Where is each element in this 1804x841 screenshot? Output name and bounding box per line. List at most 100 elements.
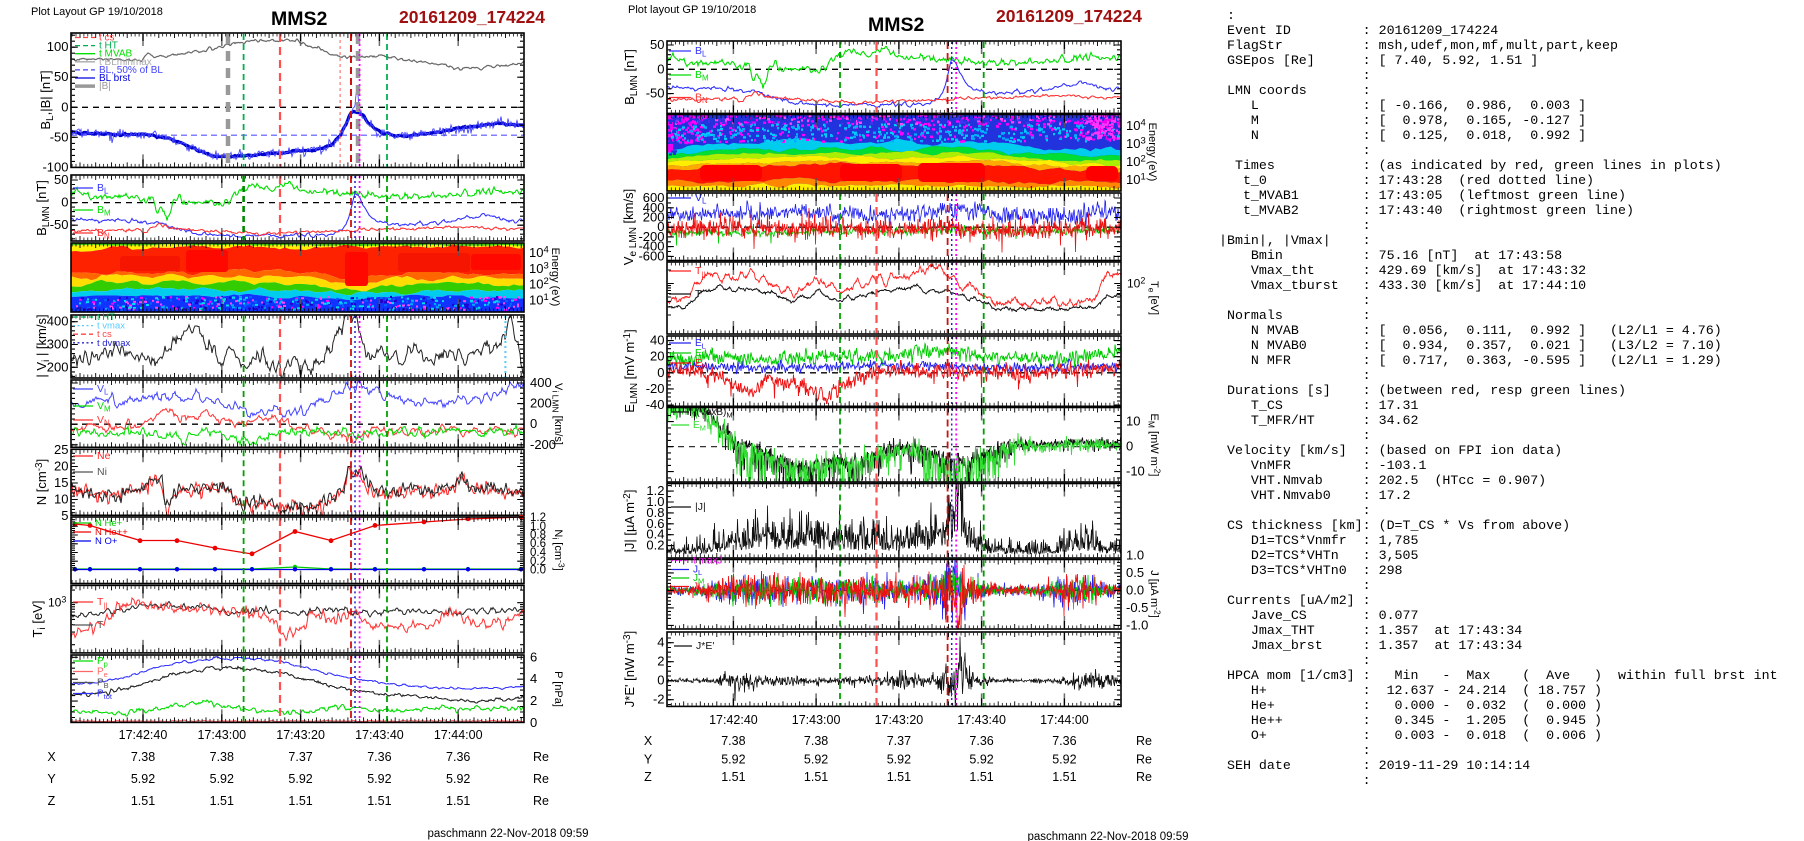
svg-text:-0.5: -0.5 bbox=[1126, 600, 1148, 615]
svg-text:BL brst: BL brst bbox=[99, 73, 131, 84]
svg-text:Ti [eV]: Ti [eV] bbox=[30, 601, 48, 638]
svg-text:t cs: t cs bbox=[97, 329, 112, 340]
svg-text:t cs: t cs bbox=[99, 33, 115, 44]
svg-text:EM: EM bbox=[695, 348, 708, 361]
svg-text:40: 40 bbox=[650, 333, 664, 348]
svg-text:t dvmax: t dvmax bbox=[97, 338, 131, 349]
svg-text:2: 2 bbox=[657, 654, 664, 669]
svg-text:-40: -40 bbox=[646, 397, 665, 412]
svg-text:0.6: 0.6 bbox=[530, 538, 546, 550]
svg-text:Re: Re bbox=[533, 772, 549, 786]
svg-text:1.2: 1.2 bbox=[646, 483, 664, 498]
svg-text:N He++: N He++ bbox=[95, 527, 128, 538]
svg-text:4: 4 bbox=[530, 671, 537, 686]
svg-text:0.4: 0.4 bbox=[530, 547, 547, 559]
svg-text:17:42:40: 17:42:40 bbox=[709, 713, 758, 727]
svg-text:Re: Re bbox=[1136, 734, 1152, 748]
svg-text:Plot Layout GP 19/10/2018: Plot Layout GP 19/10/2018 bbox=[31, 6, 163, 18]
svg-text:Re: Re bbox=[533, 750, 549, 764]
svg-text:VM: VM bbox=[97, 400, 111, 414]
svg-text:Z: Z bbox=[48, 794, 56, 808]
svg-text:104: 104 bbox=[529, 245, 549, 261]
svg-text:1.51: 1.51 bbox=[367, 794, 391, 808]
svg-text:X: X bbox=[644, 734, 653, 748]
svg-text:1.51: 1.51 bbox=[210, 794, 234, 808]
svg-text:5.92: 5.92 bbox=[1052, 753, 1076, 767]
svg-text:0: 0 bbox=[657, 219, 664, 234]
svg-text:Te [eV]: Te [eV] bbox=[1147, 281, 1161, 315]
svg-text:EN: EN bbox=[695, 358, 707, 371]
svg-text:JL: JL bbox=[693, 565, 702, 578]
svg-text:N He+: N He+ bbox=[95, 518, 123, 529]
svg-text:7.38: 7.38 bbox=[210, 750, 234, 764]
svg-text:EM: EM bbox=[693, 420, 706, 433]
svg-text:Y: Y bbox=[47, 772, 56, 786]
svg-text:VN: VN bbox=[97, 414, 110, 428]
svg-text:103: 103 bbox=[48, 595, 66, 610]
svg-text:BL: BL bbox=[97, 182, 109, 196]
svg-text:17:43:20: 17:43:20 bbox=[875, 713, 924, 727]
svg-text:Re: Re bbox=[533, 794, 549, 808]
svg-text:20161209_174224: 20161209_174224 bbox=[399, 7, 545, 27]
svg-text:Ne: Ne bbox=[97, 450, 111, 462]
svg-text:-(VexB)M: -(VexB)M bbox=[693, 407, 733, 420]
svg-text:25: 25 bbox=[54, 442, 68, 457]
svg-text:paschmann 22-Nov-2018 09:59: paschmann 22-Nov-2018 09:59 bbox=[427, 828, 588, 840]
svg-text:-50: -50 bbox=[646, 86, 665, 101]
svg-text:ELMN [mV m-1]: ELMN [mV m-1] bbox=[622, 329, 640, 413]
svg-text:17:43:20: 17:43:20 bbox=[276, 728, 325, 742]
svg-text:200: 200 bbox=[530, 396, 552, 411]
svg-text:Energy (eV): Energy (eV) bbox=[549, 248, 561, 307]
svg-text:10: 10 bbox=[54, 492, 68, 507]
svg-text:1.0: 1.0 bbox=[530, 521, 546, 533]
svg-text:BN: BN bbox=[97, 227, 110, 241]
svg-text:J*E' [nW m-3]: J*E' [nW m-3] bbox=[622, 631, 637, 707]
svg-text:20161209_174224: 20161209_174224 bbox=[996, 6, 1142, 26]
svg-text:1.51: 1.51 bbox=[804, 770, 828, 784]
svg-text:5.92: 5.92 bbox=[969, 753, 993, 767]
svg-text:VL: VL bbox=[695, 192, 707, 206]
svg-text:200: 200 bbox=[643, 210, 665, 225]
svg-text:7.38: 7.38 bbox=[804, 734, 828, 748]
svg-text:5.92: 5.92 bbox=[887, 753, 911, 767]
svg-text:| Vi | [km/s]: | Vi | [km/s] bbox=[34, 314, 52, 377]
svg-text:101: 101 bbox=[529, 292, 549, 308]
svg-text:|B|: |B| bbox=[99, 81, 111, 92]
svg-text:0: 0 bbox=[657, 365, 664, 380]
svg-text:5.92: 5.92 bbox=[288, 772, 312, 786]
svg-text:7.38: 7.38 bbox=[131, 750, 155, 764]
svg-text:50: 50 bbox=[650, 37, 664, 52]
svg-text:17:43:40: 17:43:40 bbox=[355, 728, 404, 742]
svg-text:Vi LMN [km/s]: Vi LMN [km/s] bbox=[551, 383, 565, 445]
svg-text:1.51: 1.51 bbox=[131, 794, 155, 808]
svg-text:BL,|B| [nT]: BL,|B| [nT] bbox=[38, 70, 56, 129]
svg-text:17:42:40: 17:42:40 bbox=[119, 728, 168, 742]
svg-text:0.6: 0.6 bbox=[646, 516, 664, 531]
svg-text:1.51: 1.51 bbox=[1052, 770, 1076, 784]
svg-text:t maxJ: t maxJ bbox=[693, 556, 722, 567]
svg-text:-20: -20 bbox=[646, 381, 665, 396]
svg-text:400: 400 bbox=[530, 375, 552, 390]
svg-text:7.38: 7.38 bbox=[721, 734, 745, 748]
svg-text:50: 50 bbox=[54, 69, 68, 84]
svg-text:J*E': J*E' bbox=[696, 640, 714, 652]
svg-text:Plot layout GP 19/10/2018: Plot layout GP 19/10/2018 bbox=[628, 4, 756, 16]
svg-text:0: 0 bbox=[657, 673, 664, 688]
svg-text:1.0: 1.0 bbox=[646, 494, 664, 509]
svg-text:BM: BM bbox=[97, 204, 111, 218]
svg-text:t vmax: t vmax bbox=[97, 321, 125, 332]
svg-text:t BLminmax: t BLminmax bbox=[99, 57, 152, 68]
svg-text:400: 400 bbox=[47, 314, 69, 329]
svg-text:Re: Re bbox=[1136, 770, 1152, 784]
svg-text:1.51: 1.51 bbox=[969, 770, 993, 784]
svg-text:paschmann 22-Nov-2018 09:59: paschmann 22-Nov-2018 09:59 bbox=[1027, 831, 1188, 841]
svg-text:Re: Re bbox=[1136, 753, 1152, 767]
svg-text:101: 101 bbox=[1126, 172, 1146, 188]
svg-text:Ni [cm-3]: Ni [cm-3] bbox=[551, 529, 567, 570]
svg-text:MMS2: MMS2 bbox=[868, 14, 924, 36]
svg-text:T||: T|| bbox=[97, 596, 107, 610]
svg-text:103: 103 bbox=[529, 261, 549, 277]
svg-text:T: T bbox=[695, 288, 702, 300]
svg-text:5: 5 bbox=[61, 508, 68, 523]
svg-text:0.8: 0.8 bbox=[646, 505, 664, 520]
